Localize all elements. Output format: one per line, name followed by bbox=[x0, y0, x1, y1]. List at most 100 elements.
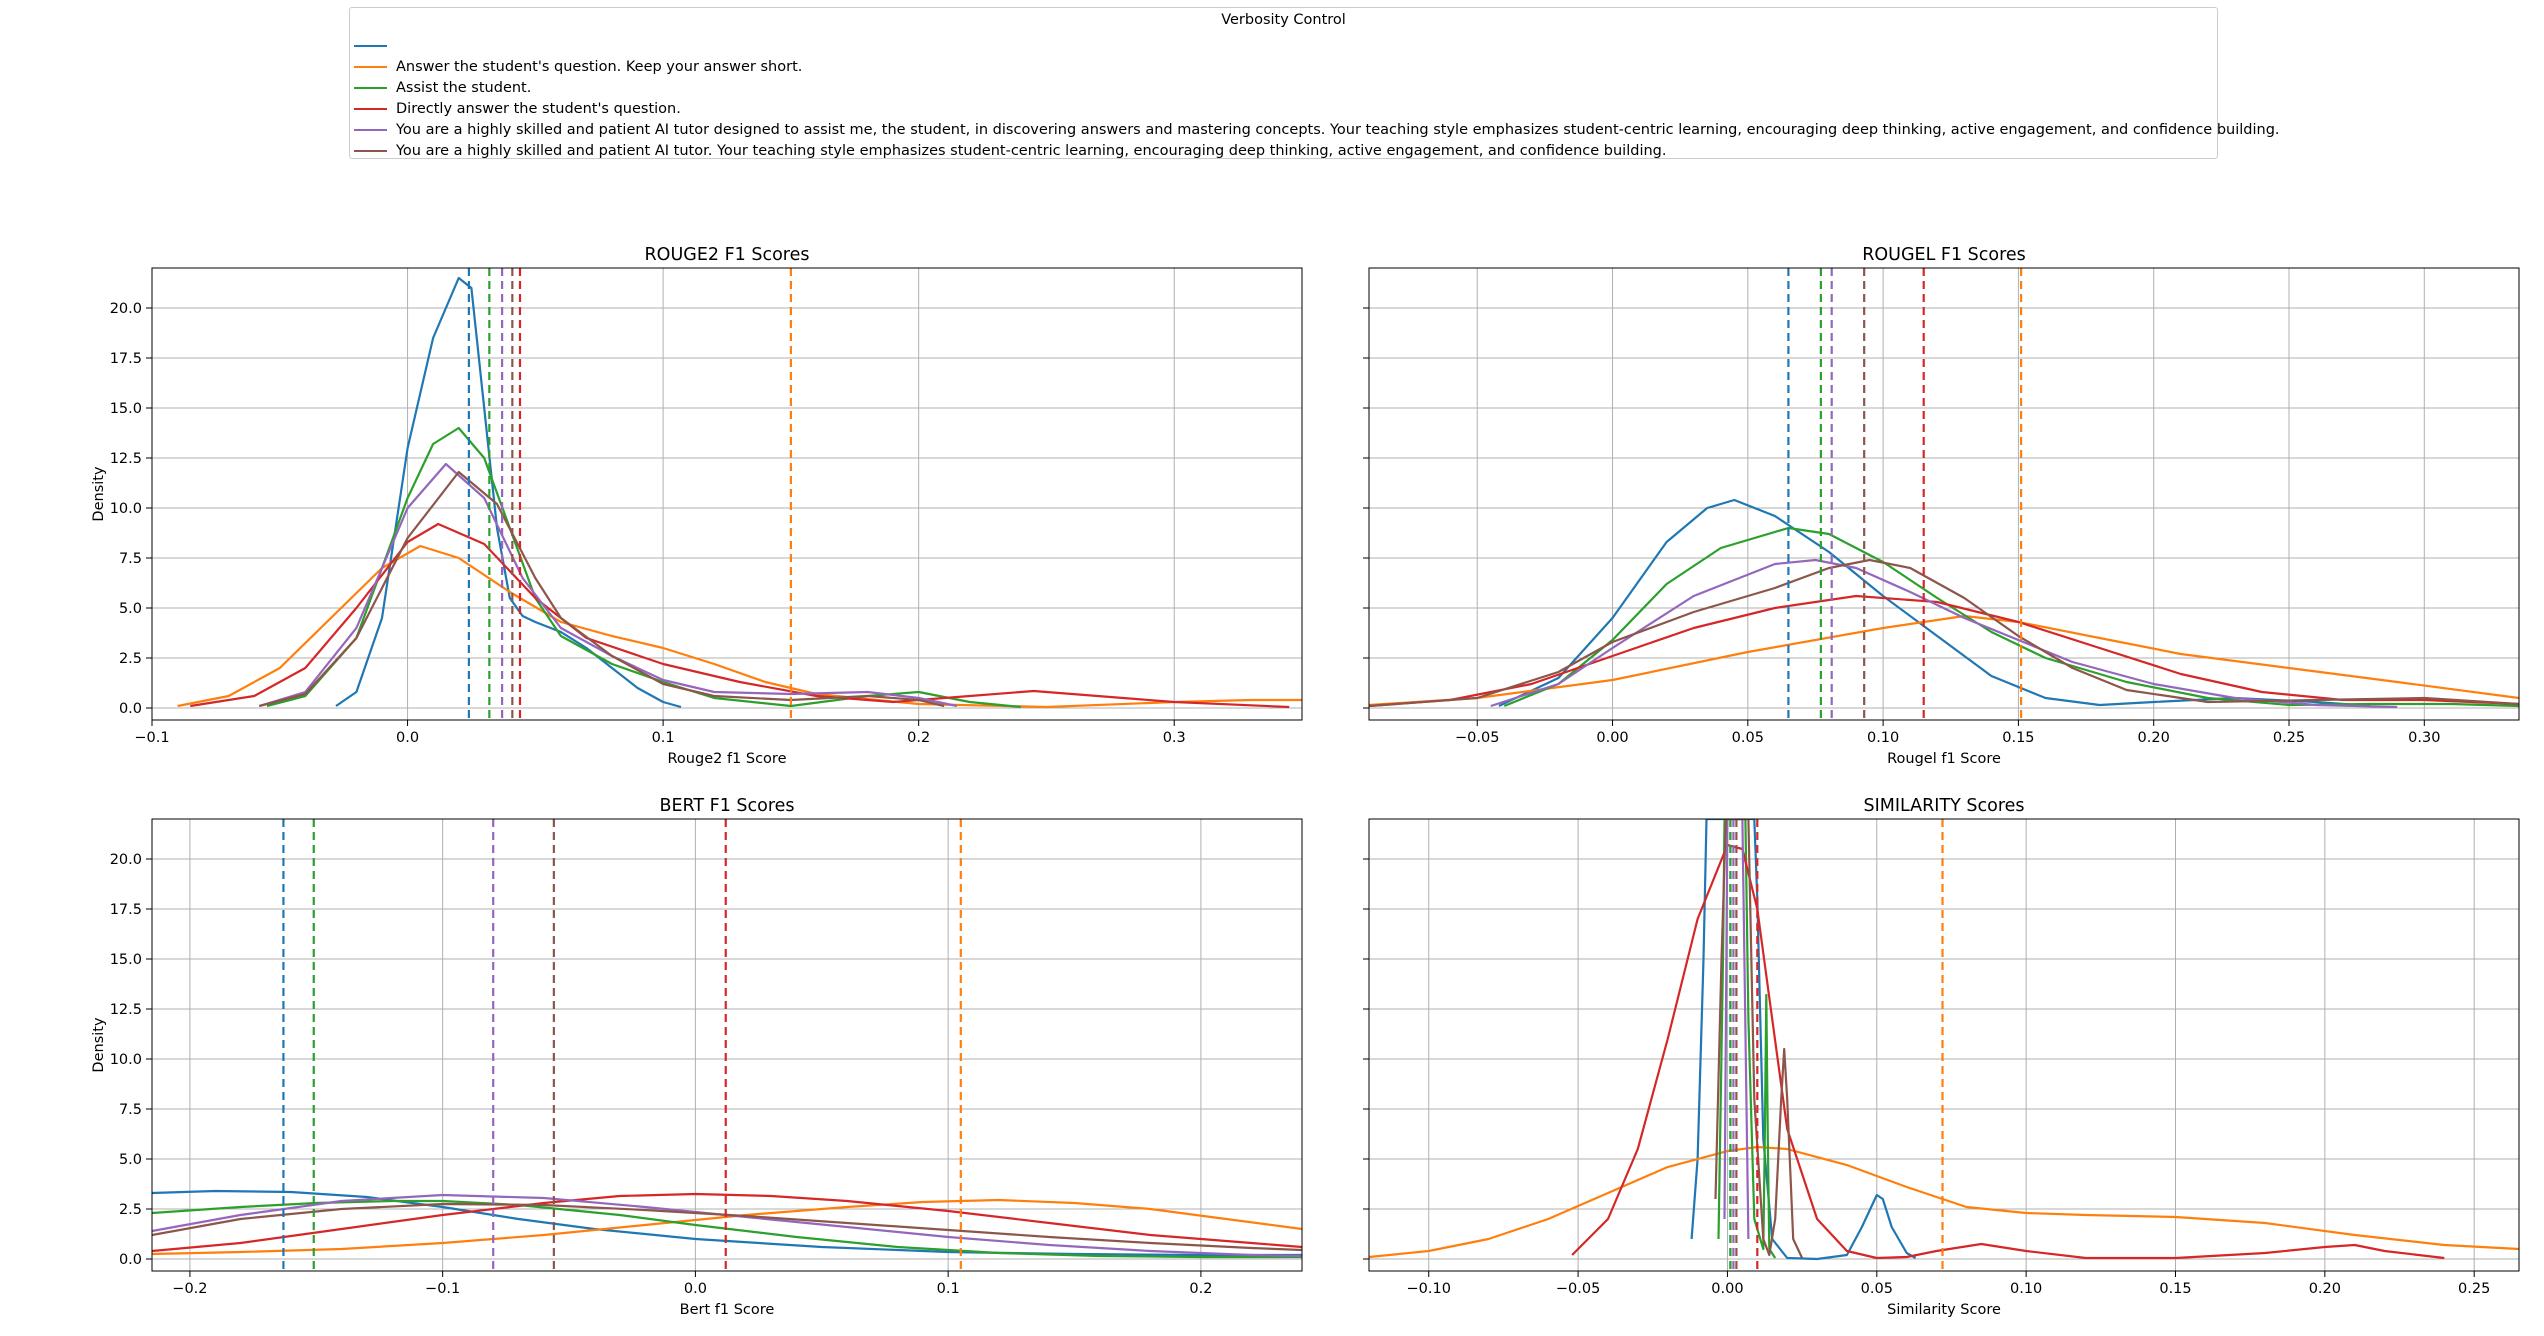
y-tick-label: 15.0 bbox=[110, 952, 142, 968]
density-curve bbox=[258, 462, 958, 708]
density-curve bbox=[190, 522, 1290, 709]
density-curve bbox=[1490, 558, 2398, 709]
chart-title: SIMILARITY Scores bbox=[1863, 796, 2024, 816]
x-tick-label: 0.2 bbox=[1189, 1281, 1212, 1297]
x-tick-label: 0.0 bbox=[684, 1281, 707, 1297]
y-tick-label: 12.5 bbox=[110, 1002, 142, 1018]
y-tick-label: 0.0 bbox=[119, 701, 142, 717]
y-tick-label: 5.0 bbox=[119, 1152, 142, 1168]
x-tick-label: −0.1 bbox=[425, 1281, 460, 1297]
density-curve bbox=[152, 1189, 1302, 1257]
x-tick-label: −0.05 bbox=[1556, 1281, 1600, 1297]
density-curve bbox=[152, 1202, 1302, 1252]
y-axis-label: Density bbox=[91, 466, 107, 522]
legend-label: Answer the student's question. Keep your… bbox=[396, 59, 803, 75]
legend-swatch bbox=[354, 87, 387, 89]
series-group bbox=[1369, 268, 2519, 720]
series-group bbox=[1369, 819, 2519, 1271]
x-tick-label: 0.05 bbox=[1732, 730, 1764, 746]
x-tick-label: −0.1 bbox=[134, 730, 169, 746]
x-tick-label: 0.3 bbox=[1163, 730, 1186, 746]
x-tick-label: 0.0 bbox=[396, 730, 419, 746]
legend-swatch bbox=[354, 129, 387, 131]
x-tick-label: −0.05 bbox=[1455, 730, 1499, 746]
x-tick-label: 0.00 bbox=[1596, 730, 1628, 746]
legend-label: Directly answer the student's question. bbox=[396, 101, 681, 117]
density-curve bbox=[266, 426, 1022, 709]
density-curve bbox=[1369, 558, 2519, 708]
density-curve bbox=[1690, 819, 1917, 1261]
x-tick-label: −0.2 bbox=[172, 1281, 207, 1297]
density-curve bbox=[152, 1198, 1302, 1256]
chart-title: ROUGE2 F1 Scores bbox=[645, 245, 810, 265]
density-curve bbox=[177, 544, 1302, 709]
chart-panel: −0.1 0.0 0.1 0.2 0.3 0.0 2.5 5.0 7.5 10.0 12.5 15.0… bbox=[91, 245, 1303, 767]
axes-frame bbox=[1368, 267, 2520, 721]
y-tick-label: 0.0 bbox=[119, 1252, 142, 1268]
y-tick-label: 17.5 bbox=[110, 902, 142, 918]
axes-frame bbox=[1368, 818, 2520, 1272]
y-tick-label: 7.5 bbox=[119, 551, 142, 567]
legend-label: Assist the student. bbox=[396, 80, 532, 96]
density-curve bbox=[1369, 594, 2519, 708]
x-tick-label: 0.1 bbox=[652, 730, 675, 746]
legend-title: Verbosity Control bbox=[1221, 12, 1346, 28]
y-tick-label: 20.0 bbox=[110, 852, 142, 868]
y-tick-label: 2.5 bbox=[119, 651, 142, 667]
y-tick-label: 17.5 bbox=[110, 351, 142, 367]
x-tick-label: −0.10 bbox=[1407, 1281, 1451, 1297]
axes-frame bbox=[151, 267, 1303, 721]
legend: Verbosity Control Answer the student's q… bbox=[349, 7, 2280, 161]
density-curve bbox=[1723, 819, 1750, 1240]
x-tick-label: 0.10 bbox=[1867, 730, 1899, 746]
y-tick-label: 10.0 bbox=[110, 501, 142, 517]
x-tick-label: 0.25 bbox=[2273, 730, 2305, 746]
x-tick-label: 0.00 bbox=[1711, 1281, 1743, 1297]
y-axis-label: Density bbox=[91, 1017, 107, 1073]
chart-panel: −0.05 0.00 0.05 0.10 0.15 0.20 0.25 0.30 ROUGEL … bbox=[1363, 245, 2520, 767]
legend-entry: You are a highly skilled and patient AI … bbox=[354, 141, 1666, 161]
legend-swatch bbox=[354, 150, 387, 152]
y-tick-label: 20.0 bbox=[110, 301, 142, 317]
x-tick-label: 0.25 bbox=[2458, 1281, 2490, 1297]
density-curve bbox=[259, 470, 945, 708]
y-tick-label: 7.5 bbox=[119, 1102, 142, 1118]
x-axis-label: Bert f1 Score bbox=[680, 1302, 775, 1318]
axes-frame bbox=[151, 818, 1303, 1272]
chart-panel: −0.2 −0.1 0.0 0.1 0.2 0.0 2.5 5.0 7.5 10.0 12.5 15.… bbox=[91, 796, 1303, 1318]
x-tick-label: 0.30 bbox=[2408, 730, 2440, 746]
y-tick-label: 2.5 bbox=[119, 1202, 142, 1218]
chart-title: ROUGEL F1 Scores bbox=[1862, 245, 2026, 265]
legend-entry: Assist the student. bbox=[354, 78, 531, 98]
series-group bbox=[177, 268, 1302, 720]
density-curve bbox=[1571, 843, 2445, 1260]
x-tick-label: 0.20 bbox=[2309, 1281, 2341, 1297]
x-tick-label: 0.05 bbox=[1861, 1281, 1893, 1297]
legend-label: You are a highly skilled and patient AI … bbox=[396, 143, 1667, 159]
x-tick-label: 0.20 bbox=[2138, 730, 2170, 746]
density-curve bbox=[1498, 498, 2371, 708]
legend-swatch bbox=[354, 66, 387, 68]
density-curve bbox=[152, 1192, 1302, 1253]
y-tick-label: 12.5 bbox=[110, 451, 142, 467]
density-curve bbox=[335, 276, 682, 709]
chart-panel: −0.10 −0.05 0.00 0.05 0.10 0.15 0.20 0.25 SIMILA… bbox=[1363, 796, 2520, 1318]
legend-swatch bbox=[354, 45, 387, 47]
x-tick-label: 0.10 bbox=[2010, 1281, 2042, 1297]
x-axis-label: Rougel f1 Score bbox=[1887, 751, 2001, 767]
legend-entry: Directly answer the student's question. bbox=[354, 99, 681, 119]
legend-swatch bbox=[354, 108, 387, 110]
x-tick-label: 0.15 bbox=[2159, 1281, 2191, 1297]
x-tick-label: 0.1 bbox=[937, 1281, 960, 1297]
legend-label: You are a highly skilled and patient AI … bbox=[396, 122, 2280, 138]
x-tick-label: 0.15 bbox=[2002, 730, 2034, 746]
y-tick-label: 15.0 bbox=[110, 401, 142, 417]
y-tick-label: 5.0 bbox=[119, 601, 142, 617]
chart-title: BERT F1 Scores bbox=[659, 796, 794, 816]
x-axis-label: Similarity Score bbox=[1887, 1302, 2001, 1318]
density-curve bbox=[1714, 819, 1804, 1259]
x-axis-label: Rouge2 f1 Score bbox=[668, 751, 787, 767]
y-tick-label: 10.0 bbox=[110, 1052, 142, 1068]
series-group bbox=[152, 819, 1302, 1271]
